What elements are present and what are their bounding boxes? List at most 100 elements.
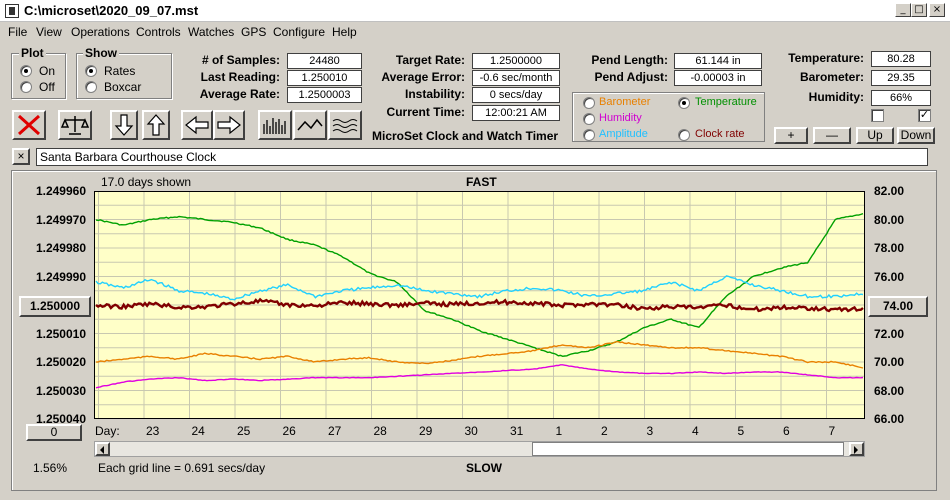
app-icon[interactable]	[5, 4, 19, 18]
barometer-radio[interactable]	[583, 97, 595, 109]
x-tick-label: 30	[464, 424, 478, 438]
scroll-right-button[interactable]	[849, 442, 864, 456]
temperature-radio[interactable]	[678, 97, 690, 109]
down-arrow-button[interactable]	[110, 110, 138, 140]
menu-help[interactable]: Help	[332, 25, 357, 39]
left-arrow-button[interactable]	[181, 110, 213, 140]
series-clockrate	[95, 297, 864, 313]
clockrate-radio[interactable]	[678, 129, 690, 141]
scroll-left-button[interactable]	[95, 442, 110, 456]
target-rate-label: Target Rate:	[395, 53, 465, 67]
amplitude-radio-label[interactable]: Amplitude	[599, 128, 648, 140]
product-title: MicroSet Clock and Watch Timer	[372, 129, 559, 143]
plot-off-label[interactable]: Off	[39, 80, 55, 94]
arrow-up-icon	[146, 114, 166, 136]
plot-on-radio[interactable]	[20, 65, 32, 77]
bars-view-button[interactable]	[258, 110, 292, 140]
right-arrow-button[interactable]	[213, 110, 245, 140]
amplitude-radio[interactable]	[583, 129, 595, 141]
x-tick-label: 5	[737, 424, 745, 438]
checkbox-right[interactable]: ✓	[918, 109, 931, 122]
x-tick-label: 7	[828, 424, 836, 438]
right-tick-label: 76.00	[874, 269, 905, 284]
x-tick-label: 27	[328, 424, 342, 438]
left-center-button[interactable]: 1.250000	[19, 296, 91, 317]
last-reading-label: Last Reading:	[200, 70, 280, 84]
pend-length-value: 61.144 in	[674, 53, 762, 69]
arrow-right-icon	[217, 115, 241, 135]
x-axis-title: Day:	[95, 424, 120, 438]
arrow-down-icon	[114, 114, 134, 136]
plot-group-title: Plot	[19, 46, 46, 60]
series-barometer	[95, 340, 864, 369]
up-button[interactable]: Up	[856, 127, 894, 144]
minus-button[interactable]: —	[813, 127, 851, 144]
minimize-button[interactable]: _	[895, 3, 911, 17]
show-rates-label[interactable]: Rates	[104, 64, 136, 78]
balance-button[interactable]	[58, 110, 92, 140]
right-tick-label: 66.00	[874, 412, 905, 426]
show-boxcar-radio[interactable]	[85, 81, 97, 93]
scroll-left-icon	[100, 446, 104, 454]
down-button[interactable]: Down	[897, 127, 935, 144]
humidity-radio-label[interactable]: Humidity	[599, 112, 642, 124]
bar-graph-icon	[263, 118, 286, 134]
show-rates-radio[interactable]	[85, 65, 97, 77]
x-tick-label: 1	[555, 424, 563, 438]
last-reading-value: 1.250010	[287, 70, 362, 86]
menu-view[interactable]: View	[36, 25, 62, 39]
plus-button[interactable]: +	[774, 127, 808, 144]
plot-border	[94, 191, 865, 419]
line-view-button[interactable]	[293, 110, 327, 140]
menu-operations[interactable]: Operations	[71, 25, 130, 39]
right-tick-label: 70.00	[874, 355, 905, 369]
x-tick-label: 25	[237, 424, 251, 438]
maximize-button[interactable]: □	[911, 3, 927, 17]
right-tick-label: 68.00	[874, 383, 905, 398]
scroll-thumb[interactable]	[532, 442, 844, 456]
pend-length-label: Pend Length:	[591, 53, 668, 67]
average-rate-value: 1.2500003	[287, 87, 362, 103]
menu-configure[interactable]: Configure	[273, 25, 326, 39]
menu-controls[interactable]: Controls	[136, 25, 181, 39]
left-tick-label: 1.250030	[35, 383, 86, 398]
stop-button[interactable]	[12, 110, 46, 140]
show-group-title: Show	[83, 46, 119, 60]
instability-label: Instability:	[404, 87, 465, 101]
average-error-label: Average Error:	[381, 70, 465, 84]
barometer-radio-label[interactable]: Barometer	[599, 96, 651, 108]
x-tick-label: 26	[282, 424, 296, 438]
up-arrow-button[interactable]	[142, 110, 170, 140]
average-error-value: -0.6 sec/month	[472, 70, 560, 86]
scroll-right-icon	[854, 446, 858, 454]
menu-gps[interactable]: GPS	[241, 25, 267, 39]
temperature-value: 80.28	[871, 51, 931, 67]
clear-description-button[interactable]: ×	[12, 148, 30, 165]
x-tick-label: 3	[646, 424, 654, 438]
horizontal-scrollbar[interactable]	[94, 441, 865, 457]
show-boxcar-label[interactable]: Boxcar	[104, 80, 142, 94]
description-field[interactable]: Santa Barbara Courthouse Clock	[36, 148, 928, 166]
temperature-radio-label[interactable]: Temperature	[695, 96, 757, 108]
offset-button[interactable]: 0	[26, 424, 82, 441]
left-tick-label: 1.249980	[35, 241, 86, 255]
humidity-radio[interactable]	[583, 113, 595, 125]
instability-value: 0 secs/day	[472, 87, 560, 103]
clockrate-radio-label[interactable]: Clock rate	[695, 128, 745, 140]
plot-area	[94, 191, 865, 419]
pend-adjust-label: Pend Adjust:	[594, 70, 668, 84]
left-tick-label: 1.249960	[35, 184, 86, 198]
plot-off-radio[interactable]	[20, 81, 32, 93]
pend-adjust-value: -0.00003 in	[674, 70, 762, 86]
menu-watches[interactable]: Watches	[188, 25, 235, 39]
checkbox-left[interactable]	[871, 109, 884, 122]
right-tick-label: 80.00	[874, 212, 905, 227]
right-center-button[interactable]: 74.00	[868, 296, 928, 317]
close-button[interactable]: ×	[929, 3, 945, 17]
plot-on-label[interactable]: On	[39, 64, 56, 78]
average-rate-label: Average Rate:	[199, 87, 280, 101]
current-time-label: Current Time:	[386, 105, 465, 119]
wave-view-button[interactable]	[328, 110, 362, 140]
menu-file[interactable]: File	[8, 25, 28, 39]
x-tick-label: 6	[783, 424, 790, 438]
